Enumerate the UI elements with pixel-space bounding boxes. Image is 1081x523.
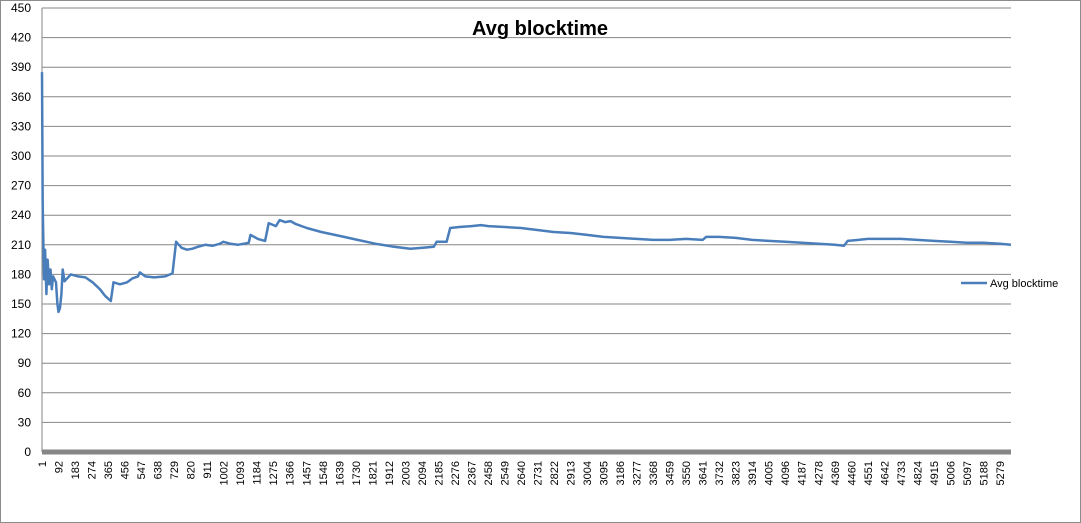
y-tick-labels: 0 30 60 90 120 150 180 210 240 270 300 330 360 390 420… [11,1,31,459]
x-tick-label: 2003 [400,461,412,485]
x-tick-label: 5188 [978,461,990,485]
x-tick-label: 4278 [813,461,825,485]
y-tick-label: 0 [24,445,31,459]
x-tick-label: 5279 [995,461,1007,485]
y-tick-label: 330 [11,119,31,133]
y-tick-label: 210 [11,238,31,252]
x-tick-label: 3095 [599,461,611,485]
x-tick-label: 1184 [252,461,264,485]
x-tick-label: 3641 [698,461,710,485]
x-tick-label: 3186 [615,461,627,485]
y-tick-label: 390 [11,60,31,74]
x-tick-label: 1639 [334,461,346,485]
y-tick-label: 240 [11,208,31,222]
y-tick-label: 360 [11,90,31,104]
y-tick-label: 120 [11,327,31,341]
y-tick-label: 60 [18,386,32,400]
x-tick-label: 2549 [499,461,511,485]
x-tick-label: 4551 [863,461,875,485]
x-tick-label: 3459 [665,461,677,485]
x-tick-label: 2640 [516,461,528,485]
x-tick-label: 183 [70,461,82,479]
x-tick-label: 456 [120,461,132,479]
legend-label: Avg blocktime [990,278,1058,290]
axes [41,8,1011,455]
x-tick-label: 5097 [962,461,974,485]
x-tick-label: 1821 [367,461,379,485]
x-tick-label: 2913 [566,461,578,485]
x-tick-label: 4733 [896,461,908,485]
y-tick-label: 300 [11,149,31,163]
x-tick-label: 2276 [450,461,462,485]
x-tick-label: 2822 [549,461,561,485]
x-tick-label: 4642 [879,461,891,485]
x-tick-label: 1366 [285,461,297,485]
x-tick-label: 1002 [219,461,231,485]
x-tick-label: 3823 [731,461,743,485]
x-tick-label: 547 [136,461,148,479]
x-tick-label: 820 [186,461,198,479]
x-tick-label: 1 [37,461,49,467]
x-tick-label: 4096 [780,461,792,485]
x-tick-label: 2185 [433,461,445,485]
x-tick-label: 3550 [681,461,693,485]
x-tick-label: 3277 [632,461,644,485]
x-tick-label: 2731 [532,461,544,485]
y-tick-label: 90 [18,356,32,370]
x-tick-label: 4824 [912,461,924,485]
gridlines [42,7,1011,423]
x-tick-label: 4915 [929,461,941,485]
x-tick-label: 4460 [846,461,858,485]
y-tick-label: 450 [11,1,31,15]
series-line-avg-blocktime [40,72,1012,314]
x-tick-label: 2458 [483,461,495,485]
x-tick-label: 911 [202,461,214,479]
y-tick-label: 420 [11,31,31,45]
y-tick-label: 180 [11,267,31,281]
x-tick-label: 1457 [301,461,313,485]
x-tick-label: 4005 [764,461,776,485]
x-tick-label: 638 [153,461,165,479]
x-tick-label: 365 [103,461,115,479]
y-tick-label: 270 [11,179,31,193]
x-tick-label: 1275 [268,461,280,485]
x-tick-label: 5006 [945,461,957,485]
x-tick-label: 4369 [830,461,842,485]
x-tick-labels: 1 92 183 274 365 456 547 638 729 820 911 1002 1093 11… [37,461,1007,485]
x-tick-label: 3004 [582,461,594,485]
x-tick-label: 3914 [747,461,759,485]
series-lines [40,72,1012,314]
x-tick-label: 729 [169,461,181,479]
x-tick-label: 3368 [648,461,660,485]
x-tick-label: 1093 [235,461,247,485]
x-tick-label: 1548 [318,461,330,485]
legend: Avg blocktime [961,278,1058,290]
x-tick-label: 2367 [466,461,478,485]
x-tick-label: 274 [87,461,99,479]
x-tick-label: 4187 [797,461,809,485]
x-tick-label: 92 [54,461,66,473]
x-tick-label: 3732 [714,461,726,485]
x-tick-label: 1730 [351,461,363,485]
chart-title: Avg blocktime [472,18,608,40]
y-tick-label: 30 [18,415,32,429]
x-tick-label: 1912 [384,461,396,485]
x-tick-label: 2094 [417,461,429,485]
y-tick-label: 150 [11,297,31,311]
